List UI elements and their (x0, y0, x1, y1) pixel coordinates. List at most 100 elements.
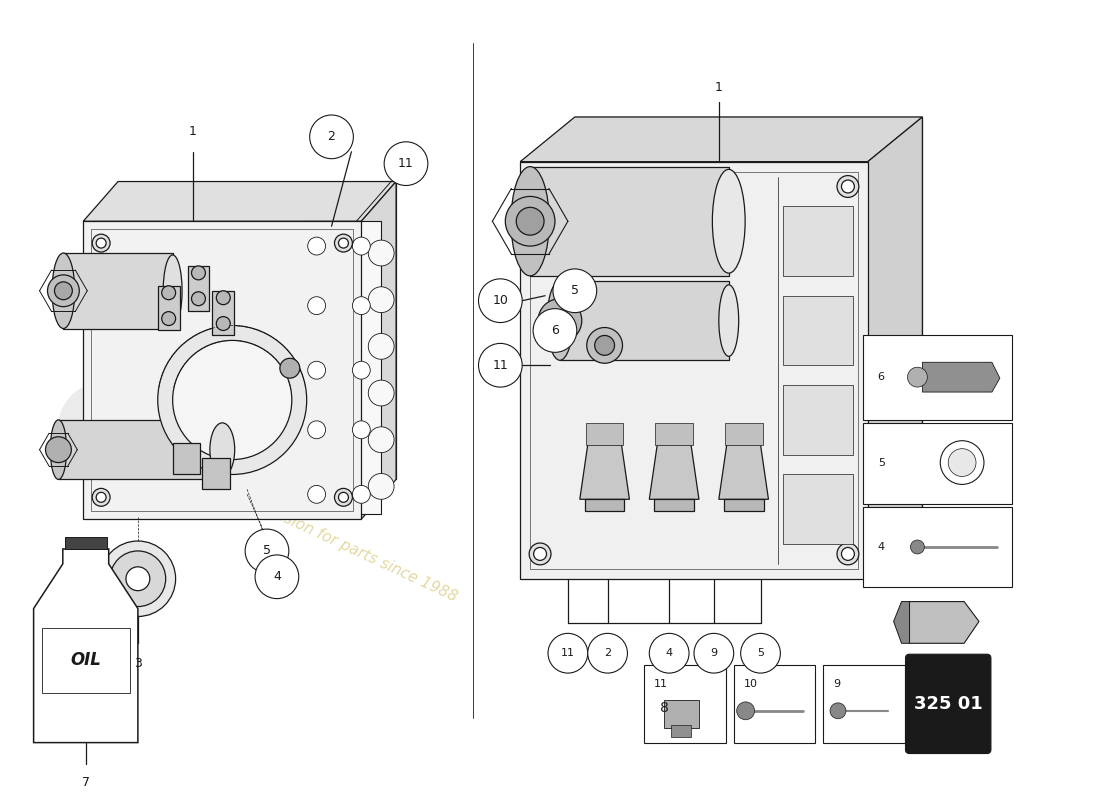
Circle shape (368, 380, 394, 406)
Polygon shape (84, 222, 361, 519)
Circle shape (478, 343, 522, 387)
Bar (42, 629, 130, 693)
Circle shape (368, 334, 394, 359)
Circle shape (162, 312, 176, 326)
Polygon shape (520, 117, 923, 162)
Text: 9: 9 (711, 648, 717, 658)
Text: 5: 5 (263, 545, 271, 558)
Bar (862, 423, 1012, 504)
Circle shape (308, 237, 326, 255)
Bar (585, 423, 624, 445)
Text: 6: 6 (551, 324, 559, 337)
Bar (65, 537, 107, 549)
Bar (734, 665, 815, 742)
FancyBboxPatch shape (905, 654, 991, 754)
Polygon shape (585, 499, 625, 511)
Text: 2: 2 (328, 130, 336, 143)
Ellipse shape (163, 255, 183, 326)
Circle shape (368, 427, 394, 453)
Circle shape (837, 543, 859, 565)
Polygon shape (649, 445, 698, 499)
Polygon shape (520, 162, 868, 578)
Circle shape (587, 634, 627, 673)
Circle shape (308, 421, 326, 438)
Circle shape (694, 634, 734, 673)
Bar (823, 665, 904, 742)
Polygon shape (361, 182, 396, 519)
Circle shape (516, 207, 544, 235)
Circle shape (339, 492, 349, 502)
Circle shape (368, 474, 394, 499)
Circle shape (308, 362, 326, 379)
Circle shape (830, 703, 846, 718)
Bar (530, 171, 858, 569)
Circle shape (339, 238, 349, 248)
Text: 9: 9 (833, 679, 840, 689)
Text: 8: 8 (660, 701, 669, 715)
Circle shape (908, 367, 927, 387)
Polygon shape (530, 166, 728, 276)
Text: OIL: OIL (70, 651, 101, 669)
Circle shape (96, 492, 106, 502)
Bar (664, 700, 698, 728)
Circle shape (191, 266, 206, 280)
Circle shape (911, 540, 924, 554)
Circle shape (310, 115, 353, 158)
Text: 11: 11 (561, 648, 575, 658)
Polygon shape (118, 182, 396, 479)
Circle shape (352, 237, 371, 255)
Text: 11: 11 (493, 358, 508, 372)
Polygon shape (64, 253, 173, 329)
Text: 7: 7 (81, 776, 90, 789)
Text: 4: 4 (666, 648, 673, 658)
Text: 1: 1 (188, 126, 197, 138)
Circle shape (92, 234, 110, 252)
Text: 10: 10 (744, 679, 758, 689)
Circle shape (368, 240, 394, 266)
Bar (157, 286, 179, 330)
Bar (671, 725, 691, 737)
Polygon shape (575, 117, 923, 534)
Ellipse shape (51, 420, 67, 479)
Text: 4: 4 (878, 542, 884, 552)
Text: euro: euro (579, 317, 918, 444)
Bar (212, 290, 234, 335)
Text: 5: 5 (757, 648, 764, 658)
Text: 5: 5 (571, 284, 579, 298)
Circle shape (478, 279, 522, 322)
Circle shape (538, 298, 582, 342)
Circle shape (529, 175, 551, 198)
Text: 4: 4 (273, 570, 280, 583)
Circle shape (334, 234, 352, 252)
Circle shape (553, 269, 596, 313)
Circle shape (352, 362, 371, 379)
Text: 3: 3 (134, 657, 142, 670)
Polygon shape (893, 602, 910, 643)
Circle shape (45, 437, 72, 462)
Text: 1: 1 (715, 81, 723, 94)
Circle shape (505, 197, 556, 246)
Circle shape (740, 634, 780, 673)
Circle shape (352, 421, 371, 438)
Text: 11: 11 (654, 679, 669, 689)
Bar (783, 385, 852, 454)
Bar (645, 665, 726, 742)
Circle shape (842, 547, 855, 560)
Circle shape (534, 309, 576, 352)
Bar (202, 458, 230, 490)
Text: 5: 5 (878, 458, 884, 467)
Circle shape (255, 555, 299, 598)
Polygon shape (718, 445, 769, 499)
Circle shape (948, 449, 976, 477)
Ellipse shape (52, 253, 75, 329)
Circle shape (837, 175, 859, 198)
Circle shape (217, 290, 230, 305)
Bar (187, 266, 209, 310)
Ellipse shape (718, 285, 739, 356)
Bar (173, 442, 200, 474)
Circle shape (217, 317, 230, 330)
Text: a passion for parts since 1988: a passion for parts since 1988 (740, 463, 956, 574)
Circle shape (47, 275, 79, 306)
Polygon shape (654, 499, 694, 511)
Polygon shape (580, 445, 629, 499)
